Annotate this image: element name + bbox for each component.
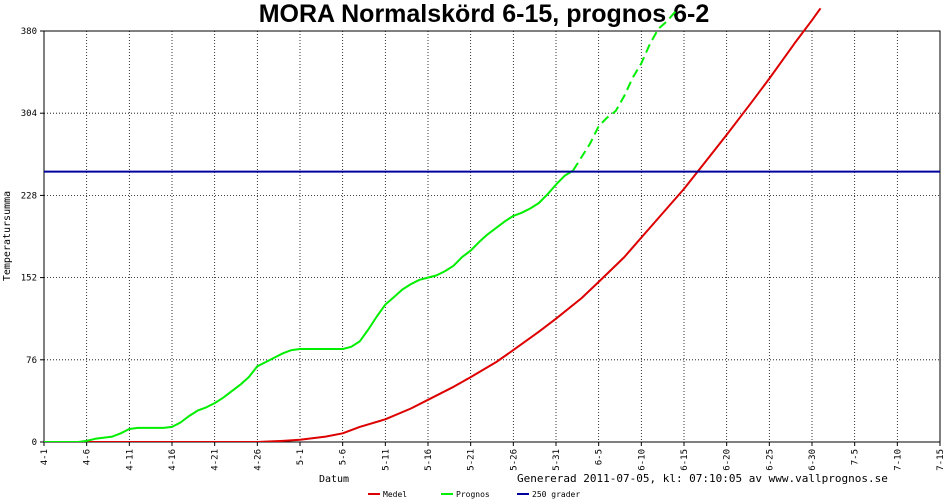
x-tick-label: 6-15 xyxy=(680,449,690,471)
series-line-1 xyxy=(44,169,574,442)
grid xyxy=(44,31,940,442)
y-tick-label: 380 xyxy=(21,27,37,37)
series-lines xyxy=(44,7,940,442)
legend: Medel Prognos 250 grader xyxy=(368,490,580,499)
y-tick-label: 304 xyxy=(21,109,37,119)
x-axis-label: Datum xyxy=(319,474,349,485)
x-tick-label: 4-16 xyxy=(168,449,178,471)
x-tick-label: 4-6 xyxy=(83,449,93,465)
y-tick-label: 0 xyxy=(32,438,37,448)
chart-title: MORA Normalskörd 6-15, prognos 6-2 xyxy=(259,0,710,28)
x-tick-label: 4-21 xyxy=(211,449,221,471)
x-tick-label: 4-26 xyxy=(253,449,263,471)
x-tick-label: 7-5 xyxy=(851,449,861,465)
y-tick-label: 228 xyxy=(21,191,37,201)
x-tick-label: 5-16 xyxy=(424,449,434,471)
x-tick-label: 5-31 xyxy=(552,449,562,471)
generated-footer: Genererad 2011-07-05, kl: 07:10:05 av ww… xyxy=(517,472,888,485)
legend-label: 250 grader xyxy=(532,490,580,499)
legend-label: Prognos xyxy=(456,490,490,499)
x-tick-label: 6-20 xyxy=(723,449,733,471)
y-axis-label: Temperatursumma xyxy=(2,191,13,281)
y-tick-label: 152 xyxy=(21,274,37,284)
x-tick-label: 5-1 xyxy=(296,449,306,465)
x-tick-label: 6-30 xyxy=(808,449,818,471)
x-tick-label: 4-11 xyxy=(125,449,135,471)
series-line-2 xyxy=(572,10,677,172)
x-tick-label: 6-25 xyxy=(765,449,775,471)
x-tick-label: 5-21 xyxy=(467,449,477,471)
x-tick-label: 5-6 xyxy=(339,449,349,465)
x-tick-label: 6-5 xyxy=(595,449,605,465)
y-axis: 0 76 152 228 304 380 xyxy=(21,27,44,448)
series-line-0 xyxy=(44,7,822,442)
x-axis: 4-1 4-6 4-11 4-16 4-21 4-26 5-1 5-6 5-11 5-16 5-21… xyxy=(40,442,946,471)
x-tick-label: 6-10 xyxy=(637,449,647,471)
x-tick-label: 4-1 xyxy=(40,449,50,465)
y-tick-label: 76 xyxy=(26,356,37,366)
x-tick-label: 7-15 xyxy=(936,449,946,471)
x-tick-label: 5-11 xyxy=(381,449,391,471)
legend-label: Medel xyxy=(383,490,407,499)
x-tick-label: 7-10 xyxy=(893,449,903,471)
x-tick-label: 5-26 xyxy=(509,449,519,471)
plot-frame xyxy=(43,30,941,443)
